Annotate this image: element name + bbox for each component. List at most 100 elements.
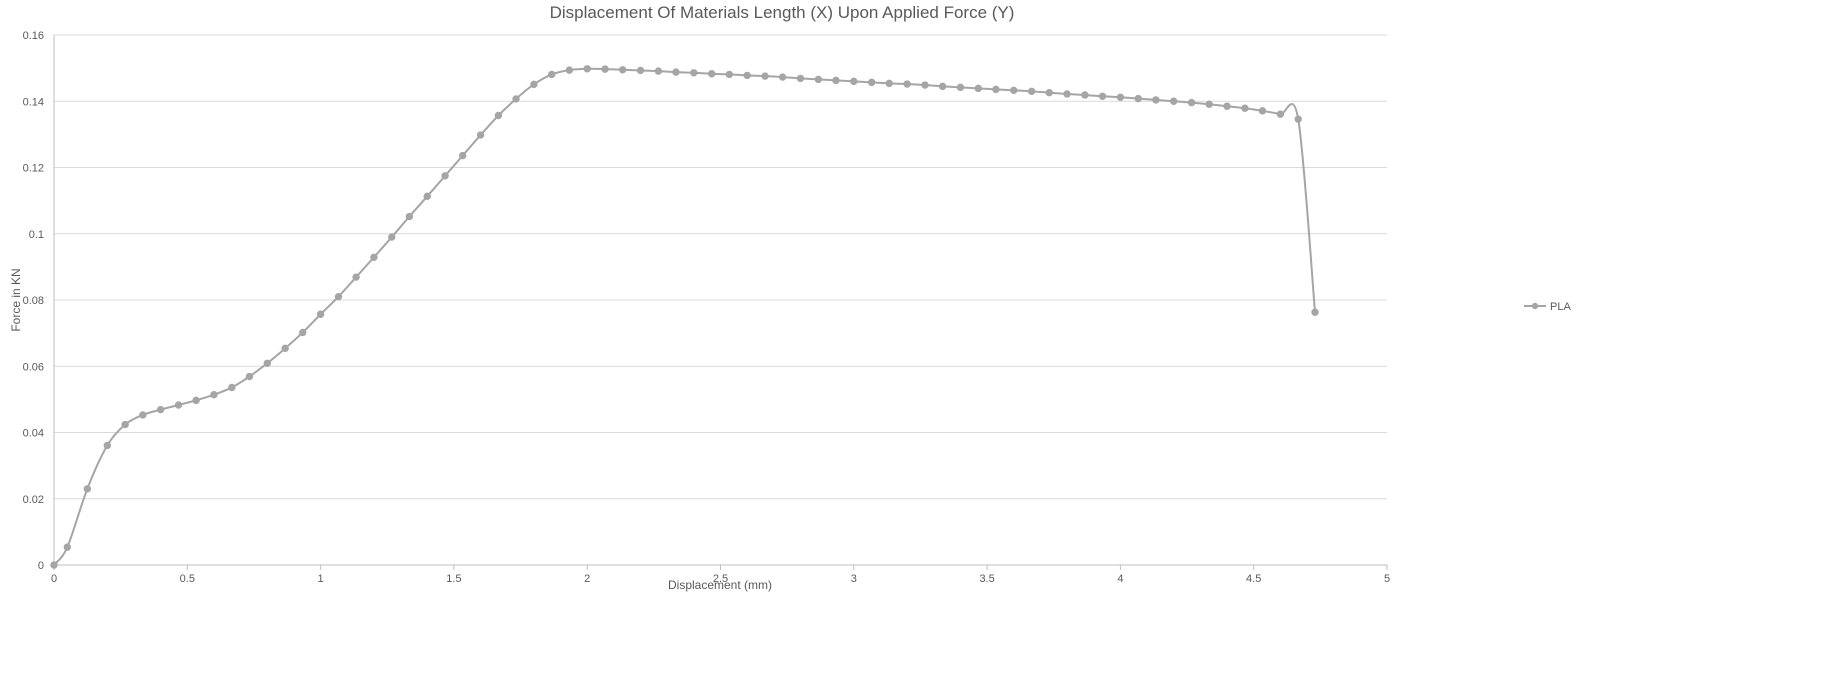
data-point (974, 84, 983, 93)
x-tick-label: 1 (318, 573, 324, 585)
x-tick-label: 0 (51, 573, 57, 585)
y-tick-label: 0.16 (23, 30, 44, 42)
x-tick-label: 3.5 (979, 573, 994, 585)
data-point (725, 70, 733, 79)
data-point (1241, 104, 1249, 112)
data-point (530, 80, 538, 89)
data-point (1258, 107, 1267, 115)
y-tick-label: 0.1 (29, 229, 44, 241)
y-tick-label: 0.02 (23, 494, 44, 506)
y-tick-label: 0.12 (23, 163, 44, 175)
data-point (956, 83, 965, 92)
x-tick-label: 2.5 (713, 573, 728, 585)
data-point (139, 411, 147, 419)
data-point (867, 78, 876, 87)
legend-marker (1531, 302, 1539, 310)
data-point (796, 74, 805, 83)
data-point (601, 65, 609, 73)
data-point (121, 420, 129, 429)
data-point (245, 372, 254, 381)
data-point (850, 77, 858, 86)
data-point (921, 81, 929, 89)
y-tick-label: 0 (38, 560, 44, 572)
data-point (1098, 92, 1107, 100)
data-point (103, 441, 112, 450)
plot-area (50, 65, 1319, 569)
data-point (903, 80, 911, 88)
data-point (228, 383, 236, 392)
y-tick-label: 0.06 (23, 361, 44, 373)
data-point (1045, 88, 1053, 97)
series-line-pla (53, 67, 1317, 566)
data-point (494, 111, 503, 120)
data-point (743, 71, 751, 80)
data-point (1294, 115, 1302, 123)
y-axis-label: Force in KN (9, 268, 23, 331)
chart-title: Displacement Of Materials Length (X) Upo… (550, 3, 1015, 22)
y-tick-label: 0.08 (23, 295, 44, 307)
data-point (83, 485, 92, 493)
data-point (778, 73, 787, 81)
data-point (1116, 93, 1125, 101)
data-point (583, 65, 591, 73)
data-point (192, 396, 200, 405)
data-point (174, 401, 183, 409)
data-point (618, 66, 627, 74)
data-point (1187, 98, 1196, 107)
data-point (281, 344, 289, 353)
data-point (938, 82, 947, 91)
x-tick-label: 5 (1384, 573, 1390, 585)
data-point (1027, 87, 1036, 96)
data-point (654, 67, 663, 75)
x-tick-label: 4.5 (1246, 573, 1261, 585)
data-point (352, 273, 360, 281)
data-point (1063, 90, 1071, 98)
data-point (476, 131, 485, 139)
data-point (690, 69, 698, 77)
data-point (992, 85, 1000, 94)
data-point (316, 310, 325, 318)
data-point (423, 192, 431, 201)
data-point (548, 70, 556, 79)
data-point (512, 95, 520, 103)
data-point (832, 76, 840, 85)
data-point (636, 66, 645, 75)
y-tick-label: 0.14 (23, 96, 44, 108)
data-point (210, 391, 218, 399)
data-point (1223, 102, 1231, 110)
x-axis-label: Displacement (mm) (668, 578, 772, 592)
y-axis-ticks: 0 0.02 0.04 0.06 0.08 0.1 0.12 0.14 0.16 (23, 30, 44, 572)
data-point (1152, 96, 1160, 104)
data-point (405, 212, 414, 221)
x-tick-label: 1.5 (446, 573, 461, 585)
legend-label: PLA (1550, 301, 1571, 313)
x-tick-label: 4 (1117, 573, 1123, 585)
data-point (708, 70, 716, 78)
x-axis-ticks: 0 0.5 1 1.5 2 2.5 3 3.5 4 4.5 5 (51, 565, 1390, 585)
data-point (1311, 308, 1319, 316)
data-point (1081, 91, 1089, 99)
data-point (63, 543, 72, 551)
data-point (1170, 97, 1178, 105)
x-tick-label: 0.5 (180, 573, 195, 585)
data-point (370, 253, 378, 261)
gridlines (54, 34, 1387, 500)
data-point (334, 292, 343, 301)
data-point (761, 72, 769, 80)
data-point (814, 75, 823, 84)
x-tick-label: 3 (851, 573, 857, 585)
data-point (388, 233, 396, 241)
y-tick-label: 0.04 (23, 428, 44, 440)
data-point (299, 328, 307, 337)
data-point (1205, 100, 1213, 108)
data-point (565, 66, 574, 74)
data-point (458, 151, 467, 160)
data-point (1010, 86, 1018, 95)
data-point (50, 561, 58, 569)
data-point (441, 172, 449, 180)
data-point (263, 359, 271, 367)
data-point (672, 68, 680, 76)
data-point (1276, 110, 1285, 118)
data-point (1134, 94, 1142, 103)
